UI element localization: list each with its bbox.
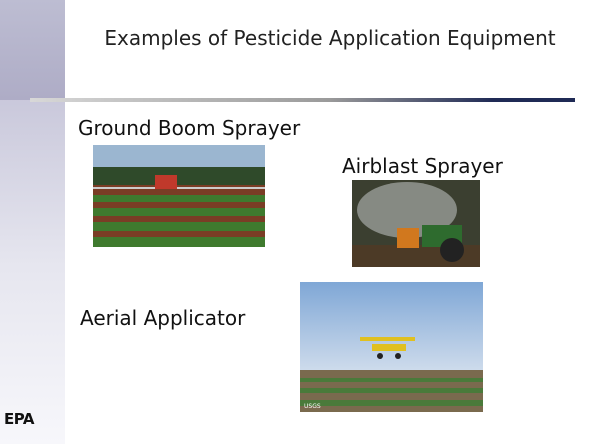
photo-airblast	[352, 180, 480, 267]
item-label: Ground Boom Sprayer	[78, 116, 300, 140]
item-label: Airblast Sprayer	[342, 154, 503, 178]
slide-title: Examples of Pesticide Application Equipm…	[90, 22, 570, 54]
side-strip	[0, 0, 65, 444]
item-label: Aerial Applicator	[80, 306, 245, 330]
side-strip-top	[0, 0, 65, 100]
photo-aerial: USGS	[300, 282, 483, 412]
photo-ground-boom	[93, 145, 265, 247]
photo-credit: USGS	[304, 403, 321, 410]
title-rule	[30, 98, 575, 102]
epa-logo: EPA	[4, 410, 34, 428]
slide: Examples of Pesticide Application Equipm…	[0, 0, 592, 444]
